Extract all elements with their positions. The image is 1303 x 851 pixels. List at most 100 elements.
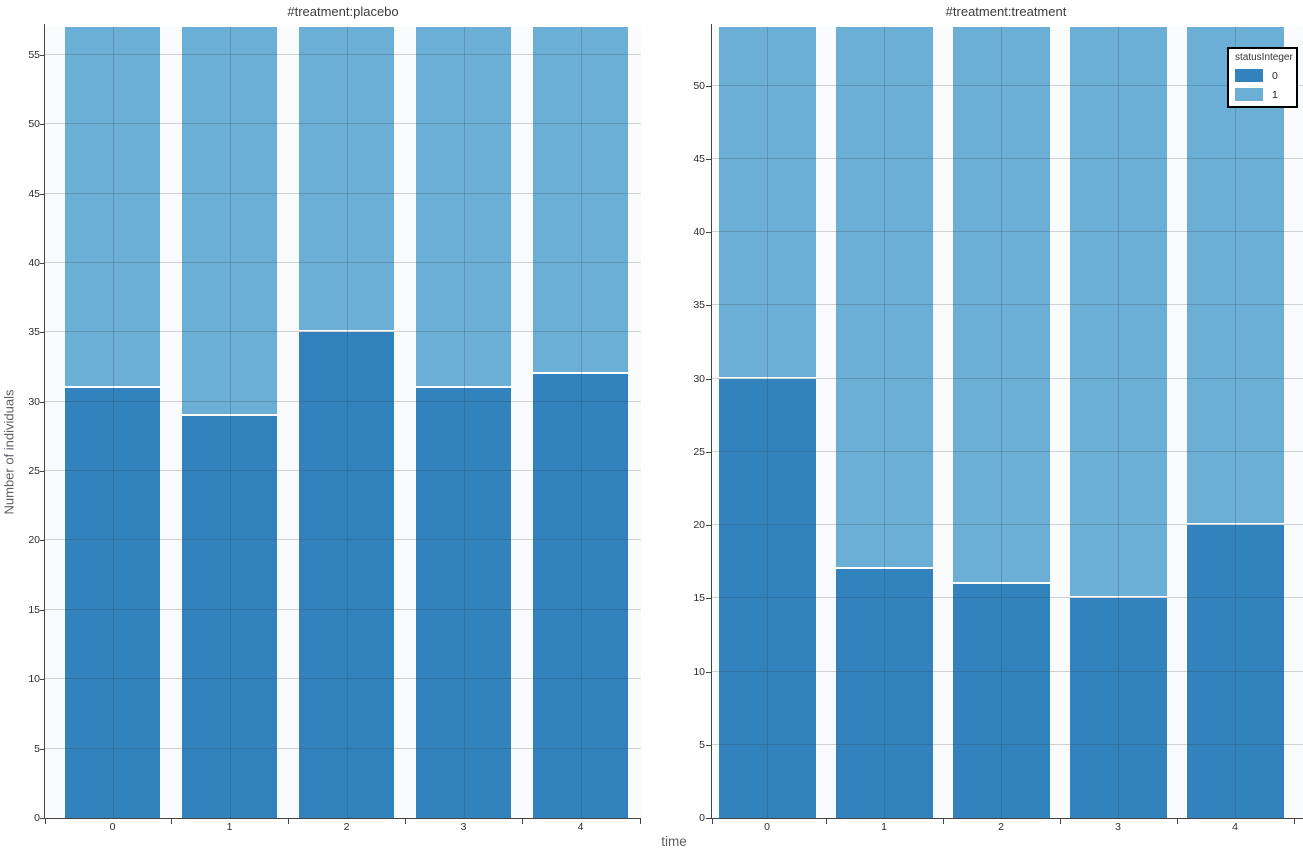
x-tick (942, 819, 944, 824)
x-tick-label: 0 (764, 821, 770, 833)
y-gridline (45, 608, 641, 610)
x-gridline (767, 27, 768, 818)
y-tick (40, 818, 45, 819)
y-axis-line (711, 24, 712, 819)
x-tick-label: 1 (226, 821, 233, 833)
y-tick (40, 54, 45, 56)
y-gridline (45, 261, 641, 263)
y-tick-label: 5 (699, 738, 705, 751)
y-tick-label: 50 (693, 79, 705, 92)
legend-entry-label: 1 (1272, 88, 1278, 101)
x-gridline (1235, 27, 1236, 818)
y-tick (40, 193, 45, 195)
y-tick-label: 25 (693, 445, 705, 458)
x-tick (288, 819, 289, 824)
y-tick-label: 25 (28, 465, 40, 478)
x-tick (1059, 819, 1061, 824)
bar-segment-status1 (533, 27, 628, 374)
y-gridline (712, 377, 1303, 379)
y-gridline (712, 157, 1303, 159)
bar-segment-status1 (952, 27, 1050, 584)
x-gridline (580, 27, 582, 818)
legend-swatch (1235, 69, 1263, 82)
bar-segment-status1 (416, 27, 511, 388)
y-gridline (712, 84, 1303, 86)
y-tick (706, 744, 711, 746)
y-gridline (45, 192, 641, 194)
legend-swatch (1235, 88, 1263, 101)
x-tick (405, 819, 406, 824)
plot-area-placebo (45, 27, 641, 818)
y-tick-label: 35 (28, 326, 40, 339)
x-gridline (1001, 27, 1002, 818)
legend-entry: 0 (1235, 69, 1291, 82)
panel-title-placebo: #treatment:placebo (287, 4, 399, 19)
x-gridline (346, 27, 348, 818)
bar-segment-status0 (533, 373, 628, 818)
y-tick (40, 124, 45, 126)
y-tick (706, 525, 711, 527)
x-tick (712, 819, 713, 824)
x-gridline (884, 27, 885, 818)
bar-segment-status0 (65, 387, 160, 818)
y-tick (706, 305, 711, 307)
y-tick (40, 332, 45, 334)
y-tick (706, 451, 711, 453)
y-gridline (45, 53, 641, 55)
x-axis-title: time (661, 834, 687, 849)
bar-segment-status0 (299, 332, 394, 818)
bar-segment-status0 (416, 387, 511, 818)
x-axis-line (712, 818, 1303, 819)
x-axis-line (45, 818, 641, 819)
bar-segment-status0 (952, 583, 1050, 818)
x-gridline (229, 27, 231, 818)
y-axis-line (44, 24, 45, 819)
y-tick-label: 30 (28, 395, 40, 408)
y-tick-label: 20 (693, 519, 705, 532)
x-tick-label: 2 (343, 821, 350, 833)
bar-segment-status1 (182, 27, 277, 416)
x-tick-label: 4 (1232, 821, 1238, 833)
y-gridline (712, 450, 1303, 452)
y-tick-label: 55 (28, 48, 40, 61)
y-tick-label: 45 (693, 152, 705, 165)
y-tick (706, 818, 711, 819)
bar-segment-status0 (718, 378, 816, 818)
bar-segment-status0 (1186, 525, 1284, 818)
y-gridline (45, 470, 641, 472)
x-gridline (463, 27, 465, 818)
bar-segment-status1 (1069, 27, 1167, 599)
bar-segment-status0 (835, 568, 933, 818)
y-tick (40, 540, 45, 542)
y-gridline (712, 524, 1303, 526)
y-gridline (45, 123, 641, 125)
x-tick-label: 3 (460, 821, 467, 833)
bar-segment-status1 (65, 27, 160, 388)
y-gridline (45, 400, 641, 402)
x-tick (522, 819, 523, 824)
x-tick (1176, 819, 1178, 824)
bar-segment-status1 (299, 27, 394, 333)
y-gridline (45, 331, 641, 333)
y-tick (706, 598, 711, 600)
x-tick-label: 3 (1115, 821, 1121, 833)
bar-segment-status1 (1186, 27, 1284, 526)
y-tick-label: 35 (693, 299, 705, 312)
y-tick-label: 0 (699, 812, 705, 824)
y-tick-label: 0 (34, 812, 40, 824)
y-gridline (45, 747, 641, 749)
y-tick (40, 748, 45, 750)
y-axis-title: Number of individuals (1, 389, 17, 515)
y-tick (40, 471, 45, 473)
x-tick (1293, 819, 1295, 824)
x-tick (825, 819, 827, 824)
y-gridline (712, 304, 1303, 306)
y-tick-label: 30 (693, 372, 705, 385)
y-tick-label: 40 (28, 256, 40, 269)
y-tick-label: 50 (28, 118, 40, 131)
y-tick (40, 609, 45, 611)
x-tick (640, 819, 641, 824)
y-gridline (45, 678, 641, 680)
